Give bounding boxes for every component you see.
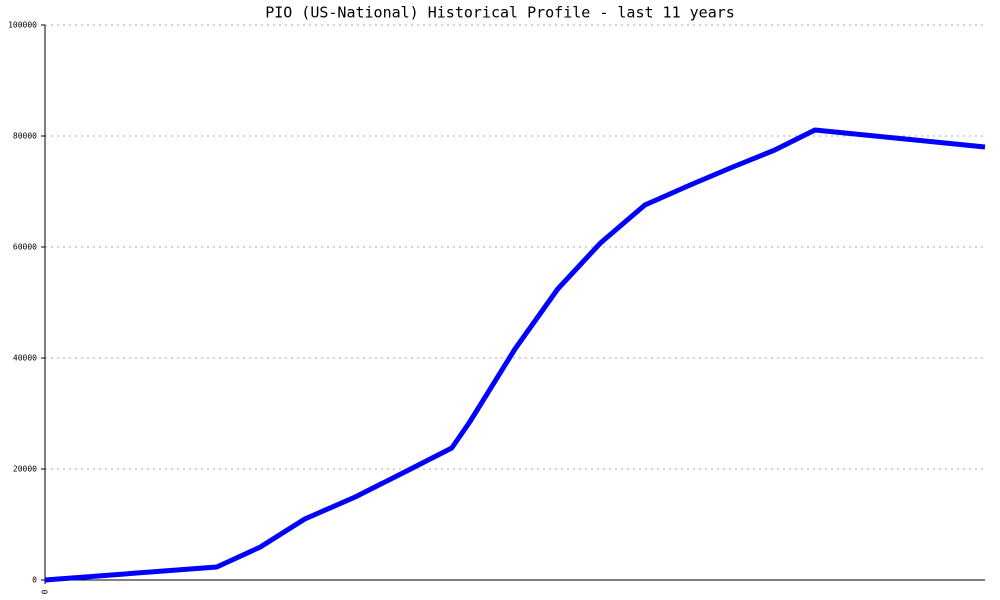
y-tick-label: 100000 xyxy=(8,21,37,30)
x-tick-label: 0 xyxy=(41,589,50,594)
y-tick-label: 20000 xyxy=(13,465,37,474)
y-tick-label: 0 xyxy=(32,576,37,585)
data-line xyxy=(44,127,986,583)
y-tick-label: 40000 xyxy=(13,354,37,363)
y-tick-label: 60000 xyxy=(13,243,37,252)
chart-title: PIO (US-National) Historical Profile - l… xyxy=(265,4,735,22)
y-tick-label: 80000 xyxy=(13,132,37,141)
